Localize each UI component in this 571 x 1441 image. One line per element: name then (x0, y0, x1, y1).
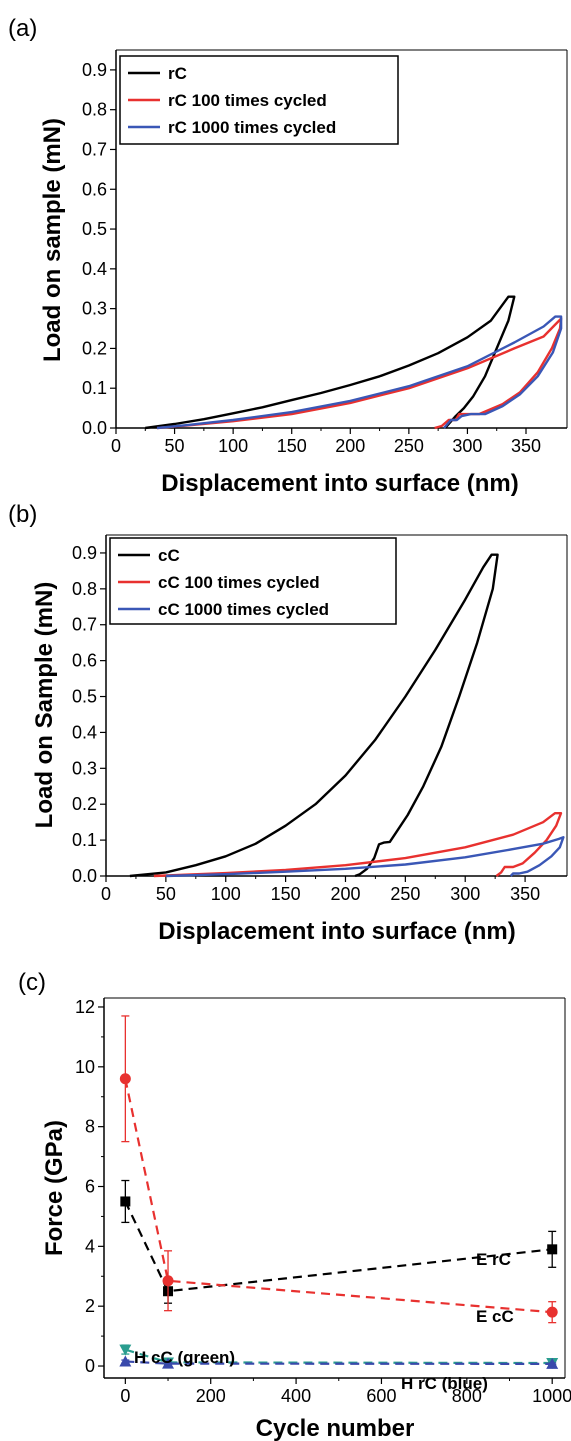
x-tick-label: 800 (452, 1386, 482, 1406)
y-tick-label: 6 (85, 1177, 95, 1197)
panel-label: (b) (8, 501, 37, 528)
y-tick-label: 0.8 (72, 579, 97, 599)
y-tick-label: 0.0 (82, 418, 107, 438)
x-tick-label: 0 (111, 436, 121, 456)
legend-label-2: rC 1000 times cycled (168, 118, 336, 137)
x-tick-label: 250 (390, 884, 420, 904)
series-line-1 (153, 812, 563, 878)
panel-label: (a) (8, 15, 37, 42)
data-point-triangle-up (546, 1357, 559, 1369)
data-point-circle (546, 1306, 558, 1318)
y-tick-label: 0.2 (82, 338, 107, 358)
y-axis-label: Load on sample (mN) (39, 118, 66, 362)
legend-label-1: cC 100 times cycled (158, 573, 320, 592)
data-point-triangle-up (119, 1355, 132, 1367)
panel-a: (a) 0 50 100 150 200 250 300 350 0.0 0.1 0.2 0.3 0.4 0… (8, 15, 568, 497)
y-tick-label: 0.2 (72, 794, 97, 814)
panel-label: (c) (18, 969, 46, 996)
series-dashed-line-2 (124, 1348, 553, 1365)
data-point-circle (119, 1073, 131, 1085)
y-tick-label: 0.5 (82, 219, 107, 239)
y-tick-label: 0.7 (82, 139, 107, 159)
series-line-0 (145, 295, 516, 430)
legend-box (109, 537, 397, 625)
series-line-1 (156, 317, 563, 430)
y-tick-label: 0.3 (82, 299, 107, 319)
x-tick-label: 200 (330, 884, 360, 904)
x-axis-label: Cycle number (256, 1415, 415, 1441)
y-tick-label: 0.9 (82, 60, 107, 80)
x-tick-label: 300 (452, 436, 482, 456)
x-tick-label: 350 (511, 436, 541, 456)
legend-label-2: cC 1000 times cycled (158, 600, 329, 619)
y-tick-label: 12 (75, 997, 95, 1017)
x-tick-label: 300 (450, 884, 480, 904)
x-tick-label: 50 (156, 884, 176, 904)
legend-label-0: rC (168, 64, 187, 83)
x-tick-label: 350 (510, 884, 540, 904)
data-point-triangle-down (119, 1344, 132, 1356)
x-tick-label: 150 (271, 884, 301, 904)
y-axis-label: Load on Sample (mN) (31, 582, 58, 829)
x-axis-label: Displacement into surface (nm) (158, 918, 515, 945)
x-tick-label: 200 (196, 1386, 226, 1406)
y-tick-label: 4 (85, 1236, 95, 1256)
y-tick-label: 2 (85, 1296, 95, 1316)
series-dashed-line-0 (124, 1201, 553, 1293)
y-tick-label: 0.1 (72, 830, 97, 850)
x-tick-label: 100 (211, 884, 241, 904)
panel-c: (c) 0 200 400 600 800 1000 0 2 4 6 8 10 12 Cycle numbe… (18, 969, 571, 1441)
y-tick-label: 8 (85, 1117, 95, 1137)
x-tick-label: 0 (101, 884, 111, 904)
series-dashed-line-1 (124, 1078, 553, 1314)
x-tick-label: 100 (218, 436, 248, 456)
annotation-label: H cC (green) (134, 1348, 235, 1367)
data-point-square (120, 1196, 131, 1207)
x-tick-label: 250 (394, 436, 424, 456)
y-tick-label: 0.5 (72, 687, 97, 707)
y-tick-label: 10 (75, 1057, 95, 1077)
series-line-2 (165, 836, 565, 878)
x-tick-label: 0 (120, 1386, 130, 1406)
y-tick-label: 0.3 (72, 758, 97, 778)
legend-label-1: rC 100 times cycled (168, 91, 327, 110)
y-tick-label: 0.1 (82, 378, 107, 398)
x-tick-label: 600 (366, 1386, 396, 1406)
legend-label-0: cC (158, 546, 180, 565)
x-tick-label: 150 (277, 436, 307, 456)
y-tick-label: 0.8 (82, 100, 107, 120)
y-tick-label: 0.6 (72, 651, 97, 671)
annotation-label: E rC (476, 1250, 511, 1269)
y-tick-label: 0.9 (72, 543, 97, 563)
data-point-triangle-up (162, 1357, 175, 1369)
panel-b: (b) 0 50 100 150 200 250 300 350 0.0 0.1 0.2 0.3 0.4 0… (8, 501, 568, 945)
y-tick-label: 0.0 (72, 866, 97, 886)
y-axis-label: Force (GPa) (41, 1120, 68, 1256)
x-tick-label: 200 (335, 436, 365, 456)
legend-box (119, 55, 399, 145)
y-tick-label: 0.4 (72, 722, 97, 742)
data-point-circle (162, 1275, 174, 1287)
y-tick-label: 0.6 (82, 179, 107, 199)
y-tick-label: 0 (85, 1356, 95, 1376)
annotation-label: E cC (476, 1307, 514, 1326)
annotation-label: H rC (blue) (401, 1374, 488, 1393)
y-tick-label: 0.7 (72, 615, 97, 635)
x-axis-label: Displacement into surface (nm) (161, 470, 518, 497)
y-tick-label: 0.4 (82, 259, 107, 279)
series-line-0 (129, 553, 499, 878)
x-tick-label: 1000 (532, 1386, 571, 1406)
series-line-2 (156, 315, 563, 430)
x-tick-label: 400 (281, 1386, 311, 1406)
data-point-square (547, 1244, 558, 1255)
x-tick-label: 50 (165, 436, 185, 456)
